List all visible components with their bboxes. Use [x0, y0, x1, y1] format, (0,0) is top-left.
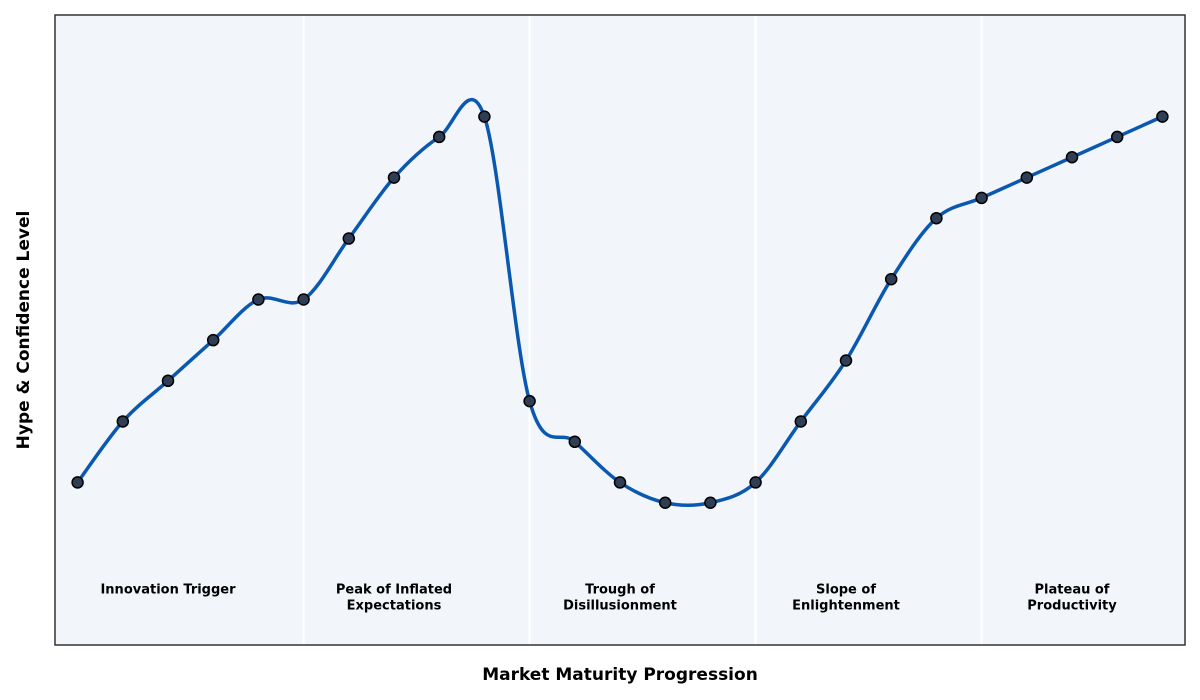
line [76, 97, 1164, 508]
point [1156, 110, 1169, 123]
point [1020, 171, 1034, 184]
phase-label: Trough of [585, 583, 655, 598]
point [704, 496, 717, 509]
point [206, 333, 220, 347]
point [297, 293, 310, 306]
phase-label: Slope of [816, 583, 876, 598]
point [884, 272, 898, 286]
point [568, 435, 582, 449]
phase-label: Expectations [347, 599, 442, 614]
y-axis-label: Hype & Confidence Level [14, 211, 34, 450]
phase-label: Plateau of [1035, 583, 1110, 598]
point [432, 130, 446, 144]
point [794, 415, 808, 428]
point [387, 171, 401, 184]
point [161, 374, 175, 388]
point [71, 476, 84, 489]
phase-label: Innovation Trigger [100, 583, 236, 598]
point [523, 394, 536, 408]
point [478, 110, 491, 123]
point [658, 496, 672, 509]
point [613, 476, 627, 489]
point [116, 415, 130, 428]
phase-label: Enlightenment [792, 599, 900, 614]
point [1110, 130, 1124, 144]
phase-label: Peak of Inflated [336, 583, 452, 598]
point [1065, 151, 1079, 164]
point [252, 293, 265, 306]
phase-label: Productivity [1027, 599, 1117, 614]
point [975, 191, 988, 205]
point [839, 354, 853, 367]
point [930, 211, 943, 225]
point [749, 476, 762, 489]
plot-frame [54, 14, 1186, 646]
plot-area [55, 15, 1185, 645]
x-axis-label: Market Maturity Progression [482, 665, 758, 685]
phase-label: Disillusionment [563, 599, 677, 614]
point [342, 232, 356, 245]
